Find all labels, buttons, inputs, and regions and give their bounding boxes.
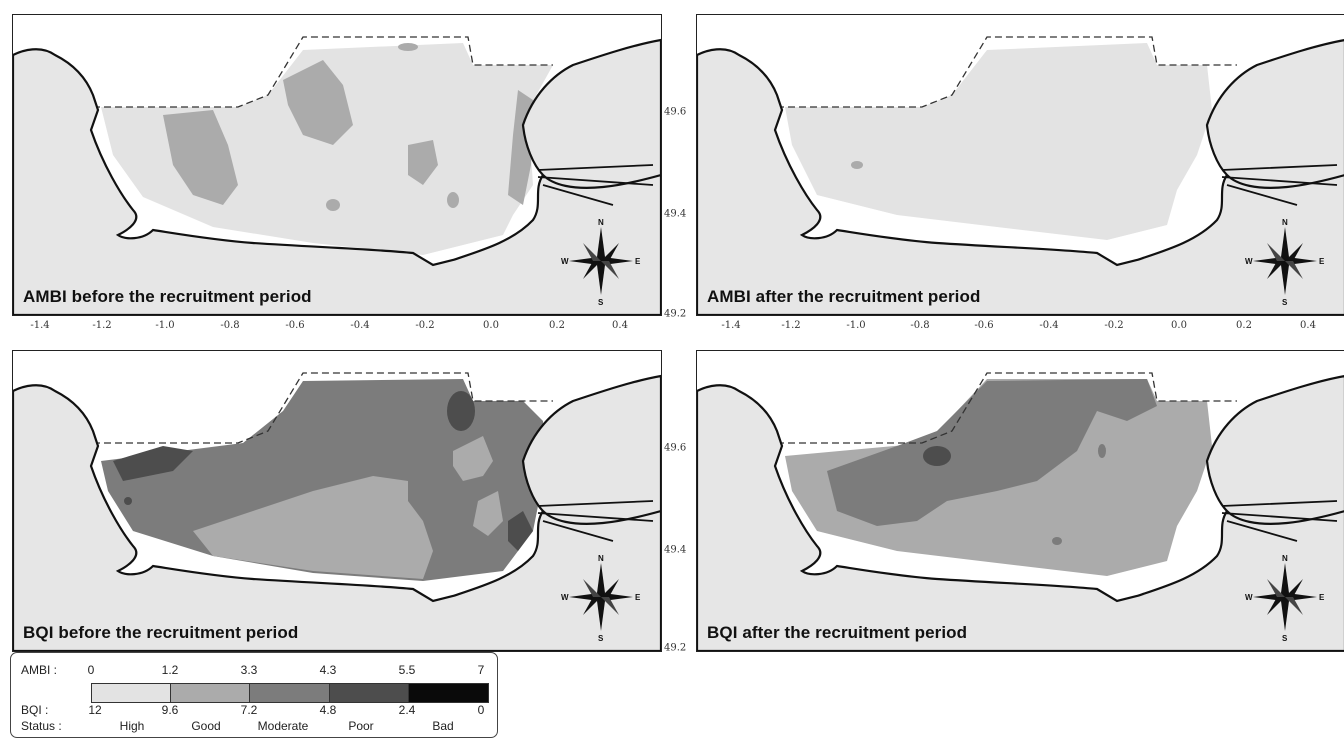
lat-tick: 49.4: [664, 544, 687, 556]
compass-rose: N S W E: [561, 218, 641, 305]
svg-text:N: N: [1282, 554, 1288, 563]
latitude-axis-bottom: 49.6 49.4 49.2: [664, 350, 694, 654]
svg-text:S: S: [1282, 298, 1288, 305]
legend-status: Poor: [348, 719, 374, 733]
lat-tick: 49.6: [664, 106, 687, 118]
svg-text:S: S: [598, 634, 604, 641]
legend-bqi-value: 7.2: [240, 703, 258, 717]
legend-ambi-value: 0: [87, 663, 95, 677]
lon-tick: -1.0: [155, 320, 175, 331]
lat-tick: 49.2: [664, 308, 687, 320]
compass-rose: N S W E: [1245, 554, 1325, 641]
legend-swatch-good: [171, 684, 251, 702]
lon-tick: 0.4: [1300, 320, 1316, 331]
lat-tick: 49.2: [664, 642, 687, 654]
svg-text:N: N: [598, 554, 604, 563]
map-bqi-before: [13, 351, 661, 651]
legend-ambi-value: 4.3: [319, 663, 337, 677]
lon-tick: -0.8: [220, 320, 240, 331]
lat-tick: 49.4: [664, 208, 687, 220]
svg-text:E: E: [1319, 257, 1325, 266]
legend-swatch-bad: [408, 684, 488, 702]
compass-rose: N S W E: [1245, 218, 1325, 305]
compass-rose: N S W E: [561, 554, 641, 641]
lon-tick: 0.2: [1236, 320, 1252, 331]
latitude-axis-top: 49.6 49.4 49.2: [664, 14, 694, 320]
lon-tick: 0.2: [549, 320, 565, 331]
lon-tick: -0.8: [910, 320, 930, 331]
lon-tick: 0.0: [1171, 320, 1187, 331]
longitude-axis-left: -1.4 -1.2 -1.0 -0.8 -0.6 -0.4 -0.2 0.0 0…: [12, 318, 660, 338]
lon-tick: -1.4: [721, 320, 741, 331]
svg-text:S: S: [1282, 634, 1288, 641]
legend-ambi-value: 1.2: [161, 663, 179, 677]
legend-bqi-value: 0: [477, 703, 485, 717]
map-panel-bqi-before: N S W E BQI before the recruitment perio…: [12, 350, 662, 652]
legend-swatch-poor: [329, 684, 409, 702]
svg-text:E: E: [635, 593, 641, 602]
lon-tick: -1.4: [30, 320, 50, 331]
panel-title: AMBI before the recruitment period: [23, 287, 312, 306]
lon-tick: 0.4: [612, 320, 628, 331]
lat-tick: 49.6: [664, 442, 687, 454]
legend-status: High: [119, 719, 145, 733]
svg-text:W: W: [561, 257, 569, 266]
panel-title: BQI after the recruitment period: [707, 623, 968, 642]
lon-tick: -0.4: [1039, 320, 1059, 331]
svg-text:S: S: [598, 298, 604, 305]
map-panel-ambi-after: N S W E AMBI after the recruitment perio…: [696, 14, 1344, 316]
lon-tick: -0.4: [350, 320, 370, 331]
legend-bqi-value: 9.6: [161, 703, 179, 717]
lon-tick: -1.0: [846, 320, 866, 331]
map-panel-ambi-before: N S W E AMBI before the recruitment peri…: [12, 14, 662, 316]
legend-status: Good: [191, 719, 221, 733]
map-ambi-before: [13, 15, 661, 315]
longitude-axis-right: -1.4 -1.2 -1.0 -0.8 -0.6 -0.4 -0.2 0.0 0…: [696, 318, 1344, 338]
svg-text:N: N: [598, 218, 604, 227]
svg-text:N: N: [1282, 218, 1288, 227]
svg-text:W: W: [1245, 593, 1253, 602]
map-panel-bqi-after: N S W E BQI after the recruitment period: [696, 350, 1344, 652]
lon-tick: -1.2: [92, 320, 112, 331]
lon-tick: -0.6: [974, 320, 994, 331]
svg-text:W: W: [561, 593, 569, 602]
legend-ambi-value: 3.3: [240, 663, 258, 677]
panel-title: AMBI after the recruitment period: [707, 287, 981, 306]
legend-ambi-value: 7: [477, 663, 485, 677]
legend-ambi-value: 5.5: [398, 663, 416, 677]
legend-bqi-label: BQI :: [21, 703, 49, 717]
legend-bqi-value: 2.4: [398, 703, 416, 717]
legend-swatch-high: [92, 684, 172, 702]
map-bqi-after: [697, 351, 1344, 651]
lon-tick: -0.2: [1104, 320, 1124, 331]
svg-text:W: W: [1245, 257, 1253, 266]
legend-status: Moderate: [257, 719, 309, 733]
legend-ambi-label: AMBI :: [21, 663, 58, 677]
legend-swatch-moderate: [250, 684, 330, 702]
svg-text:E: E: [635, 257, 641, 266]
lon-tick: -1.2: [781, 320, 801, 331]
legend-bqi-value: 12: [88, 703, 102, 717]
legend-status: Bad: [432, 719, 454, 733]
panel-title: BQI before the recruitment period: [23, 623, 299, 642]
legend: AMBI : 0 1.2 3.3 4.3 5.5 7 BQI : 12 9.6 …: [10, 652, 498, 738]
lon-tick: -0.2: [415, 320, 435, 331]
lon-tick: 0.0: [483, 320, 499, 331]
legend-status-label: Status :: [21, 719, 62, 733]
legend-bqi-value: 4.8: [319, 703, 337, 717]
legend-color-bar: [91, 683, 489, 703]
map-ambi-after: [697, 15, 1344, 315]
lon-tick: -0.6: [285, 320, 305, 331]
svg-text:E: E: [1319, 593, 1325, 602]
